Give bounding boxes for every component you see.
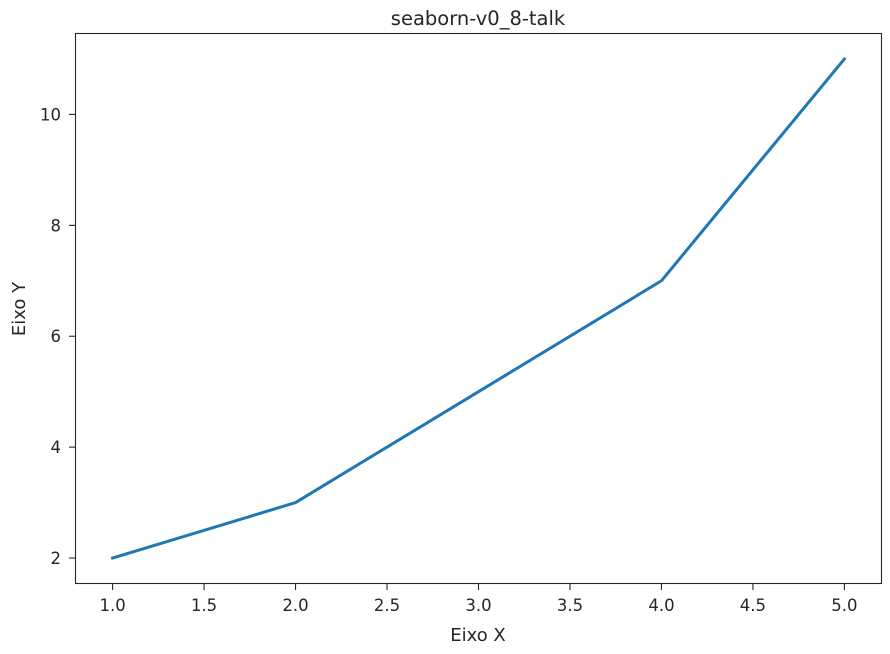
- x-axis: 1.0 1.5 2.0 2.5 3.0 3.5 4.0 4.5 5.0: [99, 583, 858, 615]
- x-tick-label: 1.0: [99, 596, 125, 615]
- y-tick-label: 8: [51, 216, 62, 235]
- x-tick-label: 3.0: [465, 596, 491, 615]
- y-tick-label: 2: [51, 549, 62, 568]
- x-tick-label: 4.0: [648, 596, 674, 615]
- chart-title: seaborn-v0_8-talk: [391, 7, 566, 30]
- x-axis-label: Eixo X: [450, 625, 506, 646]
- x-tick-label: 2.0: [282, 596, 308, 615]
- series-layer: [110, 56, 847, 560]
- x-tick-label: 5.0: [831, 596, 857, 615]
- x-tick-label: 4.5: [740, 596, 766, 615]
- y-axis-label: Eixo Y: [9, 281, 30, 336]
- plot-area-frame: [74, 32, 883, 585]
- y-tick-label: 4: [51, 438, 62, 457]
- y-tick-label: 10: [40, 105, 61, 124]
- x-tick-label: 3.5: [557, 596, 583, 615]
- x-tick-label: 2.5: [374, 596, 400, 615]
- y-axis: 2 4 6 8 10: [40, 105, 76, 568]
- series-line: [110, 56, 847, 560]
- x-tick-label: 1.5: [191, 596, 217, 615]
- y-tick-label: 6: [51, 327, 62, 346]
